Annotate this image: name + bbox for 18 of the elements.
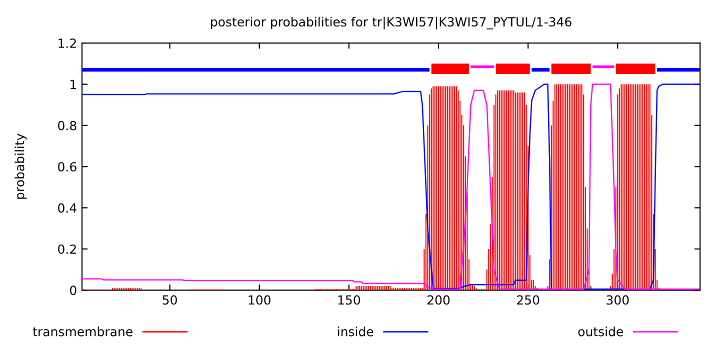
- y-tick-label: 0.4: [58, 203, 76, 213]
- x-tick-label: 200: [427, 295, 450, 305]
- chart-title: posterior probabilities for tr|K3WI57|K3WI57_PYTUL/1-346: [211, 16, 572, 30]
- legend-label: outside: [578, 326, 624, 336]
- legend-label: transmembrane: [32, 326, 132, 336]
- x-tick-label: 100: [248, 295, 270, 305]
- y-tick-label: 0.2: [58, 244, 76, 254]
- x-tick-label: 250: [517, 295, 540, 305]
- x-tick-label: 300: [606, 295, 629, 305]
- y-tick-label: 0.6: [58, 162, 76, 172]
- legend-label: inside: [338, 326, 374, 336]
- y-tick-label: 0.8: [58, 120, 76, 130]
- y-tick-label: 1: [70, 80, 76, 89]
- x-tick-label: 50: [162, 295, 177, 305]
- x-tick-label: 150: [338, 295, 360, 305]
- y-axis-title: probability: [14, 134, 27, 199]
- y-tick-label: 0: [70, 286, 76, 296]
- y-tick-label: 1.2: [58, 38, 76, 48]
